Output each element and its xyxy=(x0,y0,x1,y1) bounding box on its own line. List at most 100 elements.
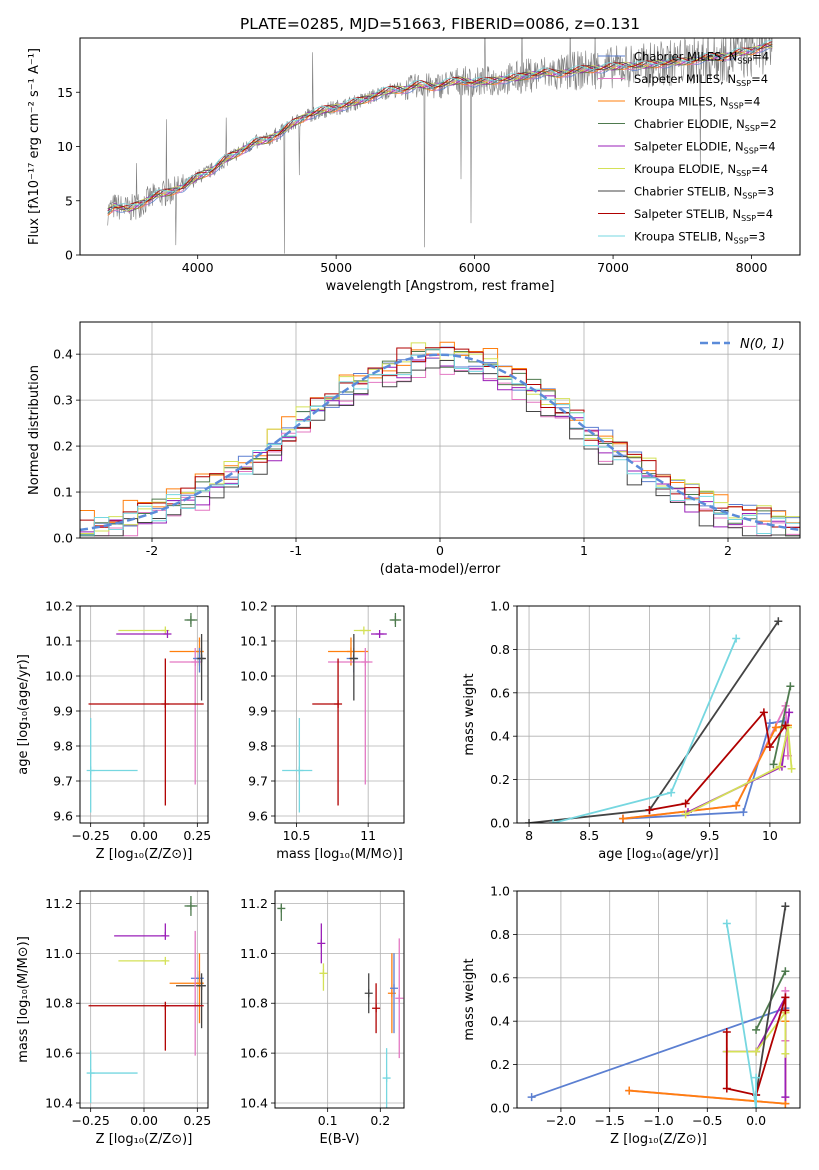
errorbar-point-kroupa_miles xyxy=(169,637,204,666)
errorbar-point-kroupa_stelib xyxy=(282,718,313,813)
x-tick-label: 9.5 xyxy=(700,828,720,843)
y-tick-label: 0.0 xyxy=(490,816,510,831)
weight-marker xyxy=(525,819,534,823)
panel-weight_vs_Z: −2.0 −1.5 −1.0 −0.5 0.0 0.0 0.2 0.4 0.6 0.8 1.0 Z [… xyxy=(462,884,801,1147)
x-tick-label: 0.0 xyxy=(746,1113,766,1128)
x-axis-label: wavelength [Angstrom, rest frame] xyxy=(326,279,555,294)
x-tick-label: 8 xyxy=(525,828,533,843)
errorbar-point-chabrier_elodie xyxy=(277,903,286,921)
x-tick-label: 6000 xyxy=(459,260,491,275)
point-marker xyxy=(372,1004,381,1013)
x-tick-label: 0 xyxy=(436,543,444,558)
x-tick-label: 1 xyxy=(580,543,588,558)
errorbar-point-chabrier_stelib xyxy=(349,634,358,701)
y-tick-label: 9.9 xyxy=(248,704,268,719)
errorbar-point-kroupa_elodie xyxy=(118,956,170,965)
errorbar-point-chabrier_elodie xyxy=(184,613,198,627)
weight-marker xyxy=(765,719,774,728)
y-tick-label: 1.0 xyxy=(490,884,510,899)
errorbar-point-salpeter_elodie xyxy=(116,630,172,638)
weight-marker xyxy=(759,708,768,717)
x-tick-label: 0.2 xyxy=(370,1113,390,1128)
panel-age_vs_Z: −0.25 0.00 0.25 9.6 9.7 9.8 9.9 10.0 10.1 10.2 Z [… xyxy=(16,599,211,863)
point-marker xyxy=(389,984,398,993)
weight_vs_Z-plot-area xyxy=(527,902,790,1108)
y-tick-label: 9.6 xyxy=(248,809,268,824)
errorbar-point-chabrier_elodie xyxy=(184,895,198,916)
x-axis-label: Z [log₁₀(Z/Z⊙)] xyxy=(96,1132,193,1147)
y-tick-label: 0.8 xyxy=(490,927,510,942)
weight-marker xyxy=(681,810,690,819)
legend-label: Kroupa MILES, NSSP=4 xyxy=(634,95,760,111)
axes-frame xyxy=(274,605,405,824)
weight-marker xyxy=(785,708,794,717)
x-axis-label: age [log₁₀(age/yr)] xyxy=(598,847,719,862)
weight-marker xyxy=(722,1084,731,1093)
weight-marker xyxy=(774,617,783,626)
y-tick-label: 9.8 xyxy=(248,739,268,754)
y-tick-label: 9.7 xyxy=(53,774,73,789)
y-tick-label: 10.6 xyxy=(240,1046,268,1061)
point-marker xyxy=(161,931,170,940)
x-axis-label: mass [log₁₀(M/M⊙)] xyxy=(276,847,403,862)
point-marker xyxy=(387,989,396,998)
y-tick-label: 10.0 xyxy=(240,669,268,684)
errorbar-point-kroupa_stelib xyxy=(86,718,138,813)
model-spectrum-kroupa_stelib xyxy=(107,40,773,213)
x-tick-label: 0.25 xyxy=(183,1113,211,1128)
legend-label: Salpeter MILES, NSSP=4 xyxy=(634,72,768,88)
axes-frame xyxy=(79,37,801,256)
weight-marker xyxy=(722,1028,731,1037)
legend-label: Salpeter STELIB, NSSP=4 xyxy=(634,207,773,223)
x-axis-label: Z [log₁₀(Z/Z⊙)] xyxy=(96,847,193,862)
y-tick-label: 0.8 xyxy=(490,642,510,657)
weight-marker xyxy=(781,902,790,911)
errorbar-point-chabrier_miles xyxy=(389,953,398,1034)
panel-age_vs_mass: 10.5 11 9.6 9.7 9.8 9.9 10.0 10.1 10.2 mass [log₁… xyxy=(240,599,405,862)
x-axis-label: Z [log₁₀(Z/Z⊙)] xyxy=(610,1132,707,1147)
y-axis-label: mass weight xyxy=(462,673,477,755)
weight-marker xyxy=(527,1093,536,1102)
x-tick-label: 11 xyxy=(360,828,376,843)
x-tick-label: -2 xyxy=(146,543,158,558)
y-tick-label: 10.2 xyxy=(45,599,73,614)
y-axis-label: mass weight xyxy=(462,958,477,1040)
errorbar-point-salpeter_miles xyxy=(395,938,404,1059)
y-tick-label: 9.7 xyxy=(248,774,268,789)
y-tick-label: 0.0 xyxy=(490,1101,510,1116)
errorbar-point-kroupa_stelib xyxy=(86,1050,138,1104)
errorbar-point-chabrier_stelib xyxy=(197,634,206,701)
y-tick-label: 0 xyxy=(65,248,73,263)
legend-label: Kroupa STELIB, NSSP=3 xyxy=(634,230,765,246)
histogram-kroupa_stelib xyxy=(80,348,800,536)
weight-marker xyxy=(786,682,795,691)
weight-marker xyxy=(771,723,780,732)
x-tick-label: 8000 xyxy=(736,260,768,275)
weight-marker xyxy=(549,819,558,823)
y-tick-label: 0.6 xyxy=(490,685,510,700)
x-tick-label: 0.00 xyxy=(130,828,158,843)
y-tick-label: 10.0 xyxy=(45,669,73,684)
residuals-plot-area xyxy=(80,341,800,537)
errorbar-point-kroupa_miles xyxy=(387,953,396,1034)
x-axis-label: E(B-V) xyxy=(319,1132,359,1147)
weight-marker xyxy=(752,1073,761,1082)
point-marker xyxy=(395,994,404,1003)
y-tick-label: 0.2 xyxy=(490,1057,510,1072)
point-marker xyxy=(349,654,358,663)
legend-label: Chabrier ELODIE, NSSP=2 xyxy=(634,117,777,133)
legend-label: Chabrier STELIB, NSSP=3 xyxy=(634,185,774,201)
weight-marker xyxy=(781,1006,790,1015)
weight-line-salpeter_miles xyxy=(622,702,789,820)
weight_vs_age-plot-area xyxy=(525,617,796,823)
y-tick-label: 10.1 xyxy=(45,634,73,649)
point-marker xyxy=(161,626,170,635)
y-tick-label: 10.8 xyxy=(45,996,73,1011)
weight-marker xyxy=(722,919,731,928)
point-marker xyxy=(161,1001,170,1010)
weight-line-kroupa_elodie xyxy=(685,727,793,816)
x-tick-label: 4000 xyxy=(182,260,214,275)
x-tick-label: −1.5 xyxy=(595,1113,625,1128)
weight-marker xyxy=(752,1104,761,1108)
